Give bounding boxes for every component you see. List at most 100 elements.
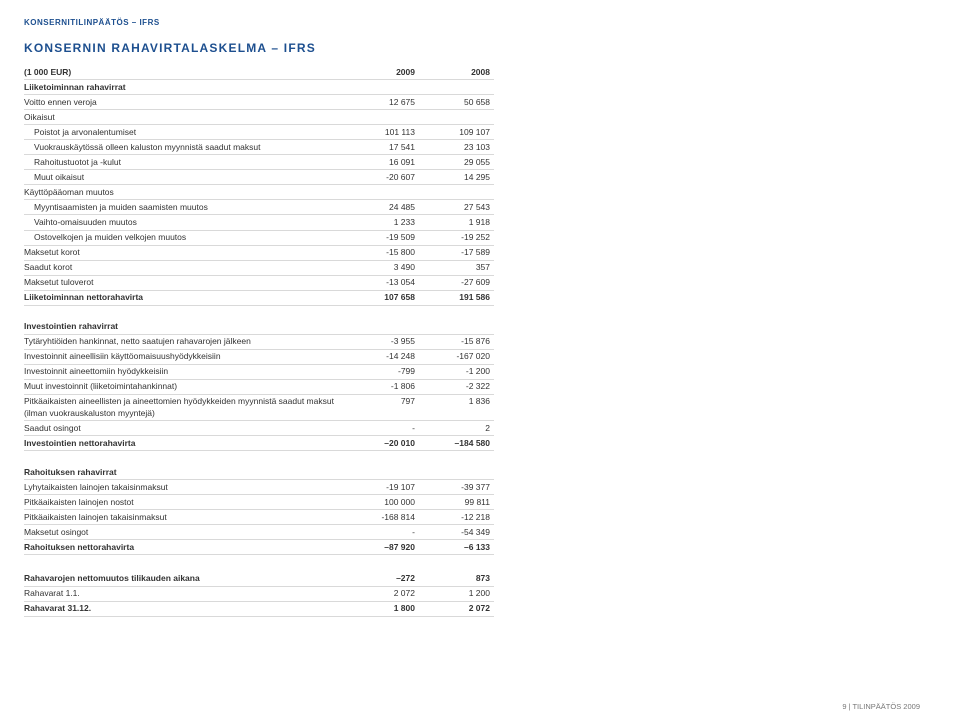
row-value — [419, 311, 494, 334]
row-label: Rahoitustuotot ja -kulut — [24, 155, 344, 170]
row-value: 27 543 — [419, 200, 494, 215]
row-value: 873 — [419, 565, 494, 586]
row-value: 17 541 — [344, 140, 419, 155]
row-label: Investointien rahavirrat — [24, 311, 344, 334]
row-label: Rahavarat 1.1. — [24, 586, 344, 601]
row-value: -14 248 — [344, 349, 419, 364]
row-value: 2008 — [419, 65, 494, 80]
row-value: –272 — [344, 565, 419, 586]
row-label: Lyhytaikaisten lainojen takaisinmaksut — [24, 480, 344, 495]
row-label: Investointien nettorahavirta — [24, 436, 344, 451]
header-label: KONSERNITILINPÄÄTÖS – IFRS — [24, 18, 920, 27]
row-label: Rahoituksen rahavirrat — [24, 457, 344, 480]
row-value: -17 589 — [419, 245, 494, 260]
row-label: Vuokrauskäytössä olleen kaluston myynnis… — [24, 140, 344, 155]
row-label: Voitto ennen veroja — [24, 95, 344, 110]
row-value: 797 — [344, 394, 419, 420]
row-label: Pitkäaikaisten lainojen takaisinmaksut — [24, 510, 344, 525]
row-label: Vaihto-omaisuuden muutos — [24, 215, 344, 230]
row-value: 107 658 — [344, 290, 419, 305]
row-value: –20 010 — [344, 436, 419, 451]
row-value: -1 200 — [419, 364, 494, 379]
row-value: 14 295 — [419, 170, 494, 185]
row-label: Tytäryhtiöiden hankinnat, netto saatujen… — [24, 334, 344, 349]
row-value: 2009 — [344, 65, 419, 80]
row-value: 1 800 — [344, 601, 419, 616]
row-value — [419, 457, 494, 480]
row-value: -3 955 — [344, 334, 419, 349]
row-value — [344, 311, 419, 334]
row-value: 3 490 — [344, 260, 419, 275]
row-label: Pitkäaikaisten lainojen nostot — [24, 495, 344, 510]
row-label: Myyntisaamisten ja muiden saamisten muut… — [24, 200, 344, 215]
row-value: 191 586 — [419, 290, 494, 305]
row-value: -167 020 — [419, 349, 494, 364]
row-value: 1 836 — [419, 394, 494, 420]
row-label: Maksetut tuloverot — [24, 275, 344, 290]
row-label: Rahavarat 31.12. — [24, 601, 344, 616]
row-value: 29 055 — [419, 155, 494, 170]
row-label: Maksetut osingot — [24, 525, 344, 540]
row-value: 1 233 — [344, 215, 419, 230]
cashflow-table: (1 000 EUR)20092008Liiketoiminnan rahavi… — [24, 65, 494, 617]
row-value — [419, 185, 494, 200]
row-value: 2 072 — [344, 586, 419, 601]
row-label: Maksetut korot — [24, 245, 344, 260]
row-value: -168 814 — [344, 510, 419, 525]
row-value: 16 091 — [344, 155, 419, 170]
row-value: 1 200 — [419, 586, 494, 601]
row-value: 23 103 — [419, 140, 494, 155]
row-value: 2 — [419, 421, 494, 436]
row-value: 101 113 — [344, 125, 419, 140]
row-value: 12 675 — [344, 95, 419, 110]
row-value — [344, 457, 419, 480]
row-label: Käyttöpääoman muutos — [24, 185, 344, 200]
row-value: -39 377 — [419, 480, 494, 495]
row-value — [344, 110, 419, 125]
row-label: Investoinnit aineellisiin käyttöomaisuus… — [24, 349, 344, 364]
row-value: 99 811 — [419, 495, 494, 510]
row-label: (1 000 EUR) — [24, 65, 344, 80]
row-value: 1 918 — [419, 215, 494, 230]
row-label: Rahavarojen nettomuutos tilikauden aikan… — [24, 565, 344, 586]
row-value: - — [344, 525, 419, 540]
row-value: -2 322 — [419, 379, 494, 394]
row-label: Rahoituksen nettorahavirta — [24, 540, 344, 555]
row-value: –184 580 — [419, 436, 494, 451]
row-value: -1 806 — [344, 379, 419, 394]
row-value: -19 509 — [344, 230, 419, 245]
row-value: -799 — [344, 364, 419, 379]
row-value: -54 349 — [419, 525, 494, 540]
row-value: -19 107 — [344, 480, 419, 495]
footer-text: 9 | TILINPÄÄTÖS 2009 — [842, 702, 920, 711]
row-value: -13 054 — [344, 275, 419, 290]
row-value — [419, 110, 494, 125]
row-value: -19 252 — [419, 230, 494, 245]
row-value: –6 133 — [419, 540, 494, 555]
row-value: 357 — [419, 260, 494, 275]
row-value: -12 218 — [419, 510, 494, 525]
row-label: Saadut korot — [24, 260, 344, 275]
row-label: Liiketoiminnan nettorahavirta — [24, 290, 344, 305]
row-value: –87 920 — [344, 540, 419, 555]
row-label: Investoinnit aineettomiin hyödykkeisiin — [24, 364, 344, 379]
row-label: Ostovelkojen ja muiden velkojen muutos — [24, 230, 344, 245]
row-value: -15 876 — [419, 334, 494, 349]
row-label: Poistot ja arvonalentumiset — [24, 125, 344, 140]
row-value: 100 000 — [344, 495, 419, 510]
row-label: Oikaisut — [24, 110, 344, 125]
row-value: -15 800 — [344, 245, 419, 260]
row-value: -27 609 — [419, 275, 494, 290]
row-value — [344, 80, 419, 95]
row-value: 109 107 — [419, 125, 494, 140]
row-value: - — [344, 421, 419, 436]
row-value — [419, 80, 494, 95]
row-label: Saadut osingot — [24, 421, 344, 436]
row-value: 50 658 — [419, 95, 494, 110]
row-value — [344, 185, 419, 200]
row-label: Pitkäaikaisten aineellisten ja aineettom… — [24, 394, 344, 420]
page-title: KONSERNIN RAHAVIRTALASKELMA – IFRS — [24, 41, 920, 55]
row-value: 24 485 — [344, 200, 419, 215]
row-value: 2 072 — [419, 601, 494, 616]
row-label: Muut oikaisut — [24, 170, 344, 185]
